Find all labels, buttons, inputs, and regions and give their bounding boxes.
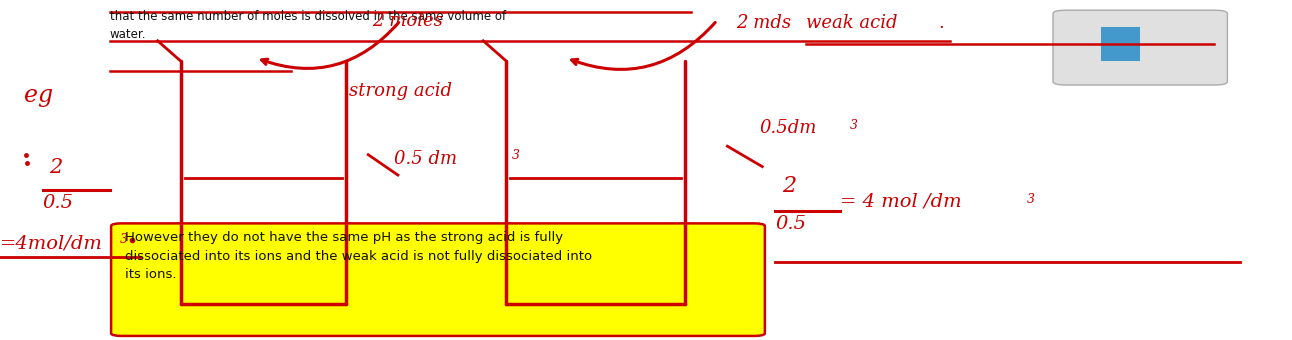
Text: 0.5dm: 0.5dm <box>760 119 817 137</box>
FancyBboxPatch shape <box>111 223 765 336</box>
Text: 2: 2 <box>782 175 796 197</box>
Text: that the same number of moles is dissolved in the same volume of
water.: that the same number of moles is dissolv… <box>110 10 506 41</box>
Text: 0.5 dm: 0.5 dm <box>394 150 457 168</box>
FancyBboxPatch shape <box>1101 27 1140 61</box>
Text: weak acid: weak acid <box>806 14 898 32</box>
Text: 3: 3 <box>850 119 858 132</box>
Text: 2: 2 <box>49 158 62 177</box>
Text: strong acid: strong acid <box>349 82 452 100</box>
FancyBboxPatch shape <box>1053 10 1227 85</box>
Text: eg: eg <box>25 84 53 107</box>
Text: 0.5: 0.5 <box>775 215 806 233</box>
Text: .: . <box>938 14 943 32</box>
Text: 3: 3 <box>1027 193 1035 206</box>
Text: 0.5: 0.5 <box>43 194 74 212</box>
Text: =4mol/dm: =4mol/dm <box>0 235 103 253</box>
Text: 3: 3 <box>512 149 519 162</box>
Text: 2 moles: 2 moles <box>372 12 443 30</box>
Text: However they do not have the same pH as the strong acid is fully
dissociated int: However they do not have the same pH as … <box>125 231 593 281</box>
Text: = 4 mol /dm: = 4 mol /dm <box>840 192 961 210</box>
Text: 2 mds: 2 mds <box>736 14 804 32</box>
Text: 3: 3 <box>120 233 128 245</box>
